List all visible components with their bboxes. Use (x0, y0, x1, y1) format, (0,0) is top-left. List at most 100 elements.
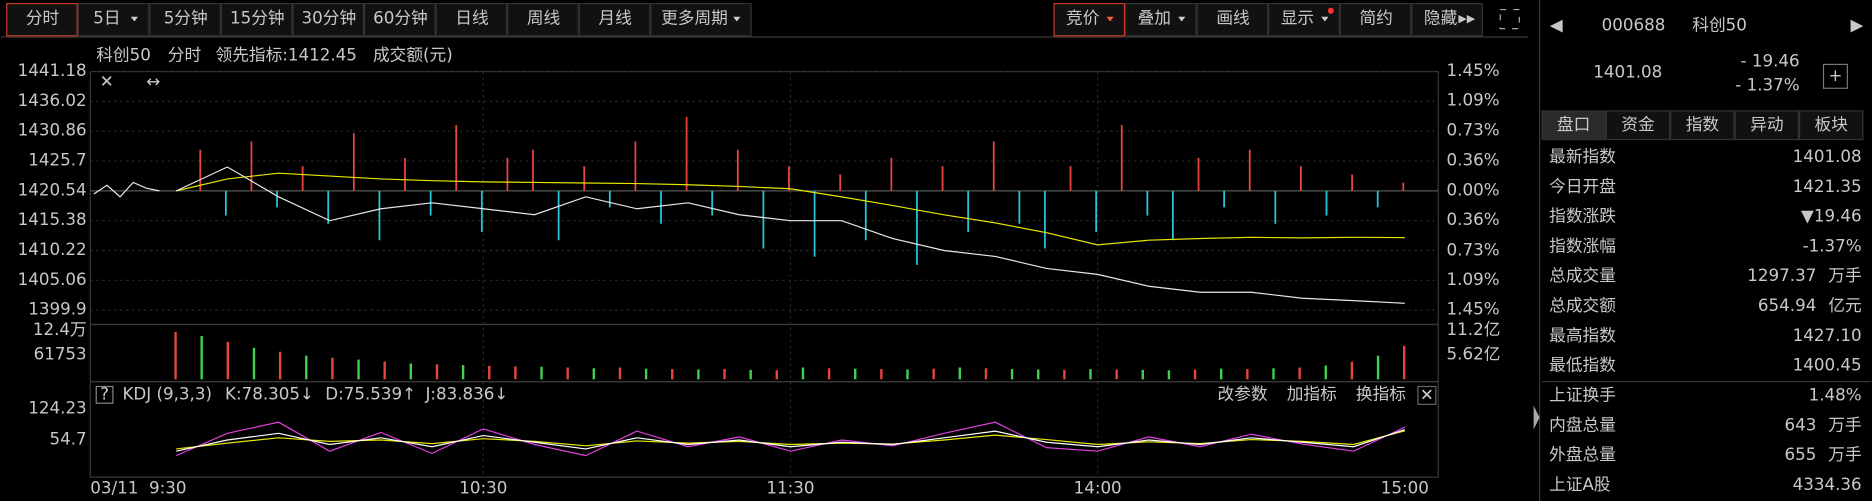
volume-bar (1063, 369, 1066, 380)
volume-bar (723, 369, 726, 380)
toolbar-button[interactable] (1411, 2, 1483, 37)
side-tab[interactable] (1670, 110, 1735, 141)
volume-bar (540, 366, 543, 380)
indicator-bar (1172, 190, 1174, 241)
indicator-bar (532, 149, 534, 191)
toolbar-tab[interactable] (364, 2, 436, 37)
volume-bar (749, 369, 752, 380)
kdj-close-box[interactable] (1417, 385, 1437, 405)
amount-tick-label: 11.2亿 (1447, 319, 1501, 339)
indicator-bar (1018, 190, 1021, 224)
toolbar-button[interactable] (1053, 2, 1126, 37)
indicator-bar (1274, 190, 1277, 224)
volume-bar (1010, 369, 1014, 380)
kdj-k-line (176, 429, 1405, 452)
side-row-unit: 万手 (1828, 444, 1861, 464)
percent-tick-label: 1.45% (1447, 60, 1500, 80)
toolbar-button[interactable] (1125, 2, 1197, 37)
y-tick-label: 1430.86 (18, 120, 87, 140)
side-tab[interactable] (1734, 110, 1800, 141)
indicator-bar (480, 190, 483, 232)
volume-bar (932, 368, 935, 380)
kdj-close: ✕ (1420, 385, 1434, 405)
add-button[interactable] (1822, 63, 1848, 89)
indicator-bar (583, 166, 586, 191)
volume-bar (854, 368, 857, 380)
indicator-bar (711, 190, 714, 216)
indicator-bar (199, 149, 202, 191)
volume-bar (1246, 369, 1249, 380)
toolbar-button[interactable] (1268, 2, 1340, 37)
fullscreen-icon[interactable] (1499, 8, 1520, 30)
kdj-action[interactable]: 加指标 (1287, 383, 1337, 403)
help-icon: ? (100, 383, 109, 403)
indicator-bar (941, 166, 944, 191)
prev-arrow[interactable]: ◀ (1550, 15, 1563, 35)
y-tick-label: 1405.06 (18, 269, 87, 289)
dropdown-icon (733, 16, 741, 22)
amount-tick-label: 5.62亿 (1447, 343, 1501, 363)
side-row-label: 上证A股 (1549, 474, 1611, 494)
kdj-j: J:83.836↓ (424, 383, 508, 403)
next-arrow[interactable]: ▶ (1850, 15, 1863, 35)
close-icon[interactable]: ✕ (100, 71, 114, 91)
volume-bar (697, 369, 700, 380)
side-row-value: 1421.35 (1793, 176, 1862, 196)
percent-tick-label: 1.09% (1447, 90, 1500, 110)
indicator-bar (1351, 174, 1354, 191)
side-row-label: 总成交量 (1549, 265, 1616, 285)
indicator-bar (1223, 190, 1226, 208)
toolbar-button-label: 简约 (1359, 8, 1392, 28)
collapse-icon: ▸▸ (1458, 8, 1475, 28)
side-tab-label: 异动 (1750, 114, 1783, 134)
dropdown-icon (1321, 16, 1329, 22)
side-row-value: 1297.37 (1747, 265, 1816, 285)
toolbar-tab[interactable] (650, 2, 752, 37)
volume-bar (644, 368, 648, 380)
kdj-action[interactable]: 换指标 (1356, 383, 1406, 403)
side-tab[interactable] (1605, 110, 1671, 141)
toolbar-tab[interactable] (220, 2, 293, 37)
legend-mode: 分时 (168, 45, 202, 65)
side-tab-label: 指数 (1686, 114, 1720, 134)
x-label: 9:30 (149, 478, 186, 498)
toolbar-button[interactable] (1196, 2, 1269, 37)
volume-bar (1115, 369, 1118, 380)
toolbar-tab[interactable] (149, 2, 221, 37)
side-name: 科创50 (1692, 15, 1747, 35)
x-label: 11:30 (766, 478, 814, 498)
side-tab[interactable] (1799, 110, 1864, 141)
expand-icon[interactable]: ↔ (146, 71, 160, 91)
side-change: - 19.46 (1741, 51, 1800, 71)
kdj-tick-label: 124.23 (28, 398, 86, 418)
toolbar-tab[interactable] (292, 2, 365, 37)
side-row-value: 643 (1784, 414, 1816, 434)
side-row-unit: 万手 (1828, 265, 1861, 285)
help-box[interactable] (95, 385, 114, 404)
x-label: 15:00 (1381, 478, 1429, 498)
toolbar-tab[interactable] (6, 2, 78, 37)
kdj-tick-label: 54.7 (50, 429, 87, 449)
side-row-label: 总成交额 (1549, 295, 1616, 315)
toolbar-tab-label: 5日 (93, 8, 120, 28)
percent-tick-label: 0.00% (1447, 179, 1500, 199)
toolbar-tab[interactable] (578, 2, 651, 37)
percent-tick-label: 1.45% (1447, 299, 1500, 319)
volume-bar (906, 369, 909, 380)
side-tab[interactable] (1541, 110, 1606, 141)
side-row-value: ▼19.46 (1801, 206, 1862, 226)
volume-bar (1298, 367, 1301, 380)
side-row-value: -1.37% (1803, 235, 1862, 255)
kdj-action[interactable]: 改参数 (1218, 383, 1268, 403)
toolbar-tab[interactable] (77, 2, 150, 37)
toolbar-button[interactable] (1339, 2, 1412, 37)
x-label: 10:30 (459, 478, 507, 498)
toolbar-tab-label: 30分钟 (302, 8, 357, 28)
toolbar-tab[interactable] (507, 2, 579, 37)
volume-tick-label: 12.4万 (33, 319, 87, 339)
indicator-bar (1325, 190, 1328, 216)
side-row-label: 内盘总量 (1549, 414, 1616, 434)
toolbar-tab[interactable] (435, 2, 508, 37)
side-collapse[interactable] (1533, 405, 1540, 430)
